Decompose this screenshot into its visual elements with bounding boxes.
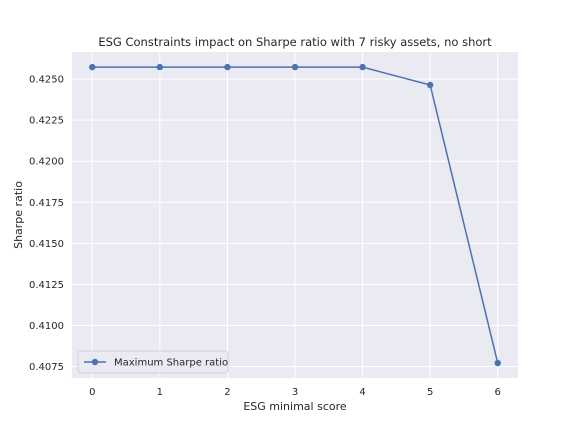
x-tick-label-6: 6: [495, 387, 501, 398]
y-tick-labels: 0.4075 0.4100 0.4125 0.4150 0.4175 0.4200 0.42…: [29, 75, 64, 373]
y-tick-label-4: 0.4175: [29, 198, 64, 209]
x-tick-label-4: 4: [359, 387, 365, 398]
data-point-0-3: [292, 64, 298, 70]
data-point-0-2: [224, 64, 230, 70]
x-tick-label-2: 2: [224, 387, 230, 398]
data-point-0-6: [495, 360, 501, 366]
y-axis-label: Sharpe ratio: [12, 181, 25, 249]
y-tick-label-7: 0.4250: [29, 75, 64, 86]
y-tick-label-6: 0.4225: [29, 116, 64, 127]
x-tick-labels: 0 1 2 3 4 5 6: [89, 387, 501, 398]
data-point-0-0: [89, 64, 95, 70]
legend-marker: [92, 359, 98, 365]
data-point-0-1: [157, 64, 163, 70]
legend: Maximum Sharpe ratio: [78, 351, 228, 373]
data-point-0-5: [427, 82, 433, 88]
y-tick-label-5: 0.4200: [29, 157, 64, 168]
x-tick-label-1: 1: [157, 387, 163, 398]
chart-title: ESG Constraints impact on Sharpe ratio w…: [98, 35, 492, 49]
y-tick-label-1: 0.4100: [29, 321, 64, 332]
y-tick-label-2: 0.4125: [29, 280, 64, 291]
y-tick-label-0: 0.4075: [29, 362, 64, 373]
legend-label: Maximum Sharpe ratio: [114, 358, 228, 369]
x-tick-label-5: 5: [427, 387, 433, 398]
data-point-0-4: [359, 64, 365, 70]
x-axis-label: ESG minimal score: [243, 400, 347, 413]
x-tick-label-0: 0: [89, 387, 95, 398]
x-tick-label-3: 3: [292, 387, 298, 398]
y-tick-label-3: 0.4150: [29, 239, 64, 250]
